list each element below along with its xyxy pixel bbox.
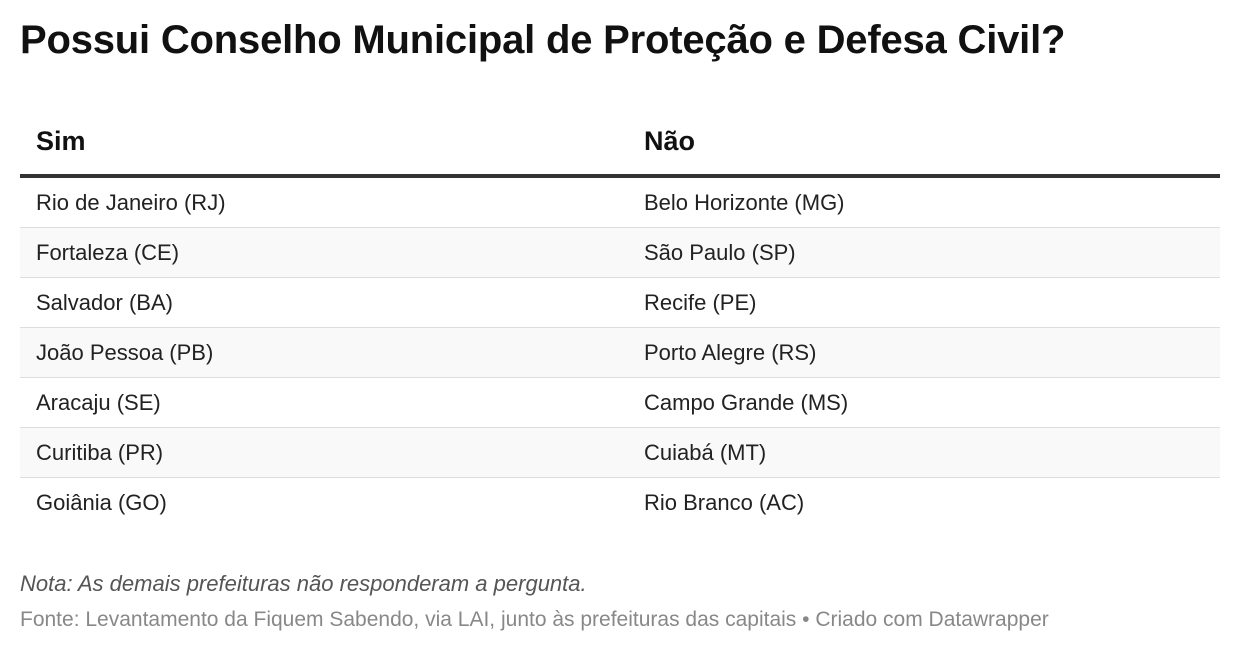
column-header-nao: Não xyxy=(644,125,696,156)
column-header-sim: Sim xyxy=(36,125,86,156)
table-row: Aracaju (SE) Campo Grande (MS) xyxy=(20,378,1220,428)
table-row: Goiânia (GO) Rio Branco (AC) xyxy=(20,478,1220,528)
table-cell-sim: Fortaleza (CE) xyxy=(36,239,180,265)
table-row: Curitiba (PR) Cuiabá (MT) xyxy=(20,428,1220,478)
table-cell-sim: Curitiba (PR) xyxy=(36,439,164,465)
table-cell-sim: Salvador (BA) xyxy=(36,289,173,315)
table-cell-sim: Goiânia (GO) xyxy=(36,490,167,515)
chart-title: Possui Conselho Municipal de Proteção e … xyxy=(20,18,1066,62)
table-cell-sim: Rio de Janeiro (RJ) xyxy=(36,189,226,215)
chart-note: Nota: As demais prefeituras não responde… xyxy=(20,571,587,596)
table-cell-sim: Aracaju (SE) xyxy=(36,389,161,415)
table-cell-nao: Belo Horizonte (MG) xyxy=(644,189,845,215)
table-row: João Pessoa (PB) Porto Alegre (RS) xyxy=(20,328,1220,378)
table-row: Rio de Janeiro (RJ) Belo Horizonte (MG) xyxy=(20,178,1220,228)
table-cell-nao: Recife (PE) xyxy=(644,289,757,315)
table-body: Rio de Janeiro (RJ) Belo Horizonte (MG) Fo… xyxy=(20,178,1220,528)
table-cell-nao: São Paulo (SP) xyxy=(644,239,796,265)
table-cell-nao: Porto Alegre (RS) xyxy=(644,339,817,365)
table-cell-nao: Cuiabá (MT) xyxy=(644,439,767,465)
data-table: Sim Não Rio de Janeiro (RJ) Belo Horizont… xyxy=(20,108,1220,528)
chart-source: Fonte: Levantamento da Fiquem Sabendo, v… xyxy=(20,608,1049,631)
table-row: Fortaleza (CE) São Paulo (SP) xyxy=(20,228,1220,278)
table-cell-nao: Rio Branco (AC) xyxy=(644,490,805,515)
table-row: Salvador (BA) Recife (PE) xyxy=(20,278,1220,328)
table-cell-nao: Campo Grande (MS) xyxy=(644,389,849,415)
table-cell-sim: João Pessoa (PB) xyxy=(36,339,214,365)
table-header: Sim Não xyxy=(20,108,1220,178)
